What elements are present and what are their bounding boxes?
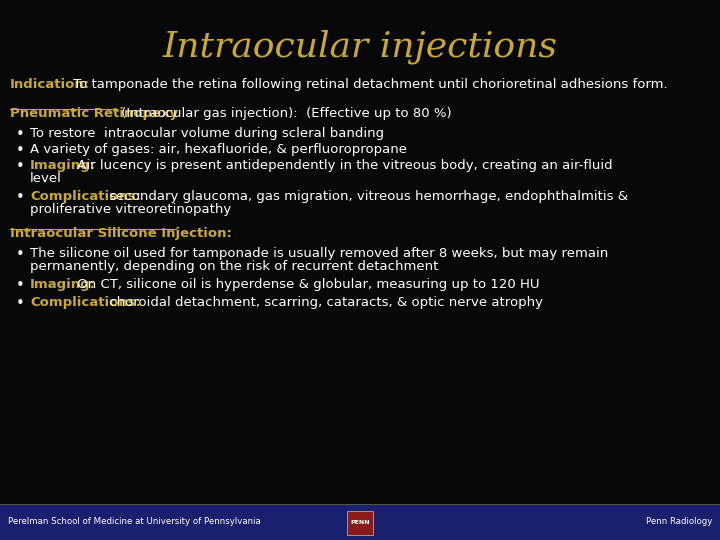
- Text: •: •: [16, 278, 24, 293]
- Text: •: •: [16, 247, 24, 262]
- Text: Perelman School of Medicine at University of Pennsylvania: Perelman School of Medicine at Universit…: [8, 517, 261, 526]
- Text: •: •: [16, 127, 24, 142]
- Text: •: •: [16, 296, 24, 311]
- Text: Intraocular Silicone Injection:: Intraocular Silicone Injection:: [10, 227, 232, 240]
- Text: To tamponade the retina following retinal detachment until chorioretinal adhesio: To tamponade the retina following retina…: [69, 78, 667, 91]
- Text: The silicone oil used for tamponade is usually removed after 8 weeks, but may re: The silicone oil used for tamponade is u…: [30, 247, 608, 260]
- Text: level: level: [30, 172, 62, 185]
- Bar: [0, 504, 720, 540]
- Text: Air lucency is present antidependently in the vitreous body, creating an air-flu: Air lucency is present antidependently i…: [73, 159, 613, 172]
- Text: Indication:: Indication:: [10, 78, 90, 91]
- Text: Complications:: Complications:: [30, 190, 141, 203]
- FancyBboxPatch shape: [347, 511, 373, 535]
- Text: Intraocular injections: Intraocular injections: [163, 30, 557, 64]
- Text: permanently, depending on the risk of recurrent detachment: permanently, depending on the risk of re…: [30, 260, 438, 273]
- Text: secondary glaucoma, gas migration, vitreous hemorrhage, endophthalmitis &: secondary glaucoma, gas migration, vitre…: [105, 190, 628, 203]
- Text: On CT, silicone oil is hyperdense & globular, measuring up to 120 HU: On CT, silicone oil is hyperdense & glob…: [73, 278, 539, 291]
- Text: •: •: [16, 190, 24, 205]
- Text: Complications:: Complications:: [30, 296, 141, 309]
- Text: (Intraocular gas injection):  (Effective up to 80 %): (Intraocular gas injection): (Effective …: [117, 107, 451, 120]
- Text: •: •: [16, 143, 24, 158]
- Text: choroidal detachment, scarring, cataracts, & optic nerve atrophy: choroidal detachment, scarring, cataract…: [105, 296, 543, 309]
- Text: To restore  intraocular volume during scleral banding: To restore intraocular volume during scl…: [30, 127, 384, 140]
- Text: Imaging:: Imaging:: [30, 159, 96, 172]
- Text: Pneumatic Retinopexy: Pneumatic Retinopexy: [10, 107, 178, 120]
- Text: A variety of gases: air, hexafluoride, & perfluoropropane: A variety of gases: air, hexafluoride, &…: [30, 143, 407, 156]
- Text: PENN: PENN: [350, 521, 370, 525]
- Text: proliferative vitreoretinopathy: proliferative vitreoretinopathy: [30, 203, 231, 216]
- Text: Penn Radiology: Penn Radiology: [646, 517, 712, 526]
- Text: •: •: [16, 159, 24, 174]
- Text: Imaging:: Imaging:: [30, 278, 96, 291]
